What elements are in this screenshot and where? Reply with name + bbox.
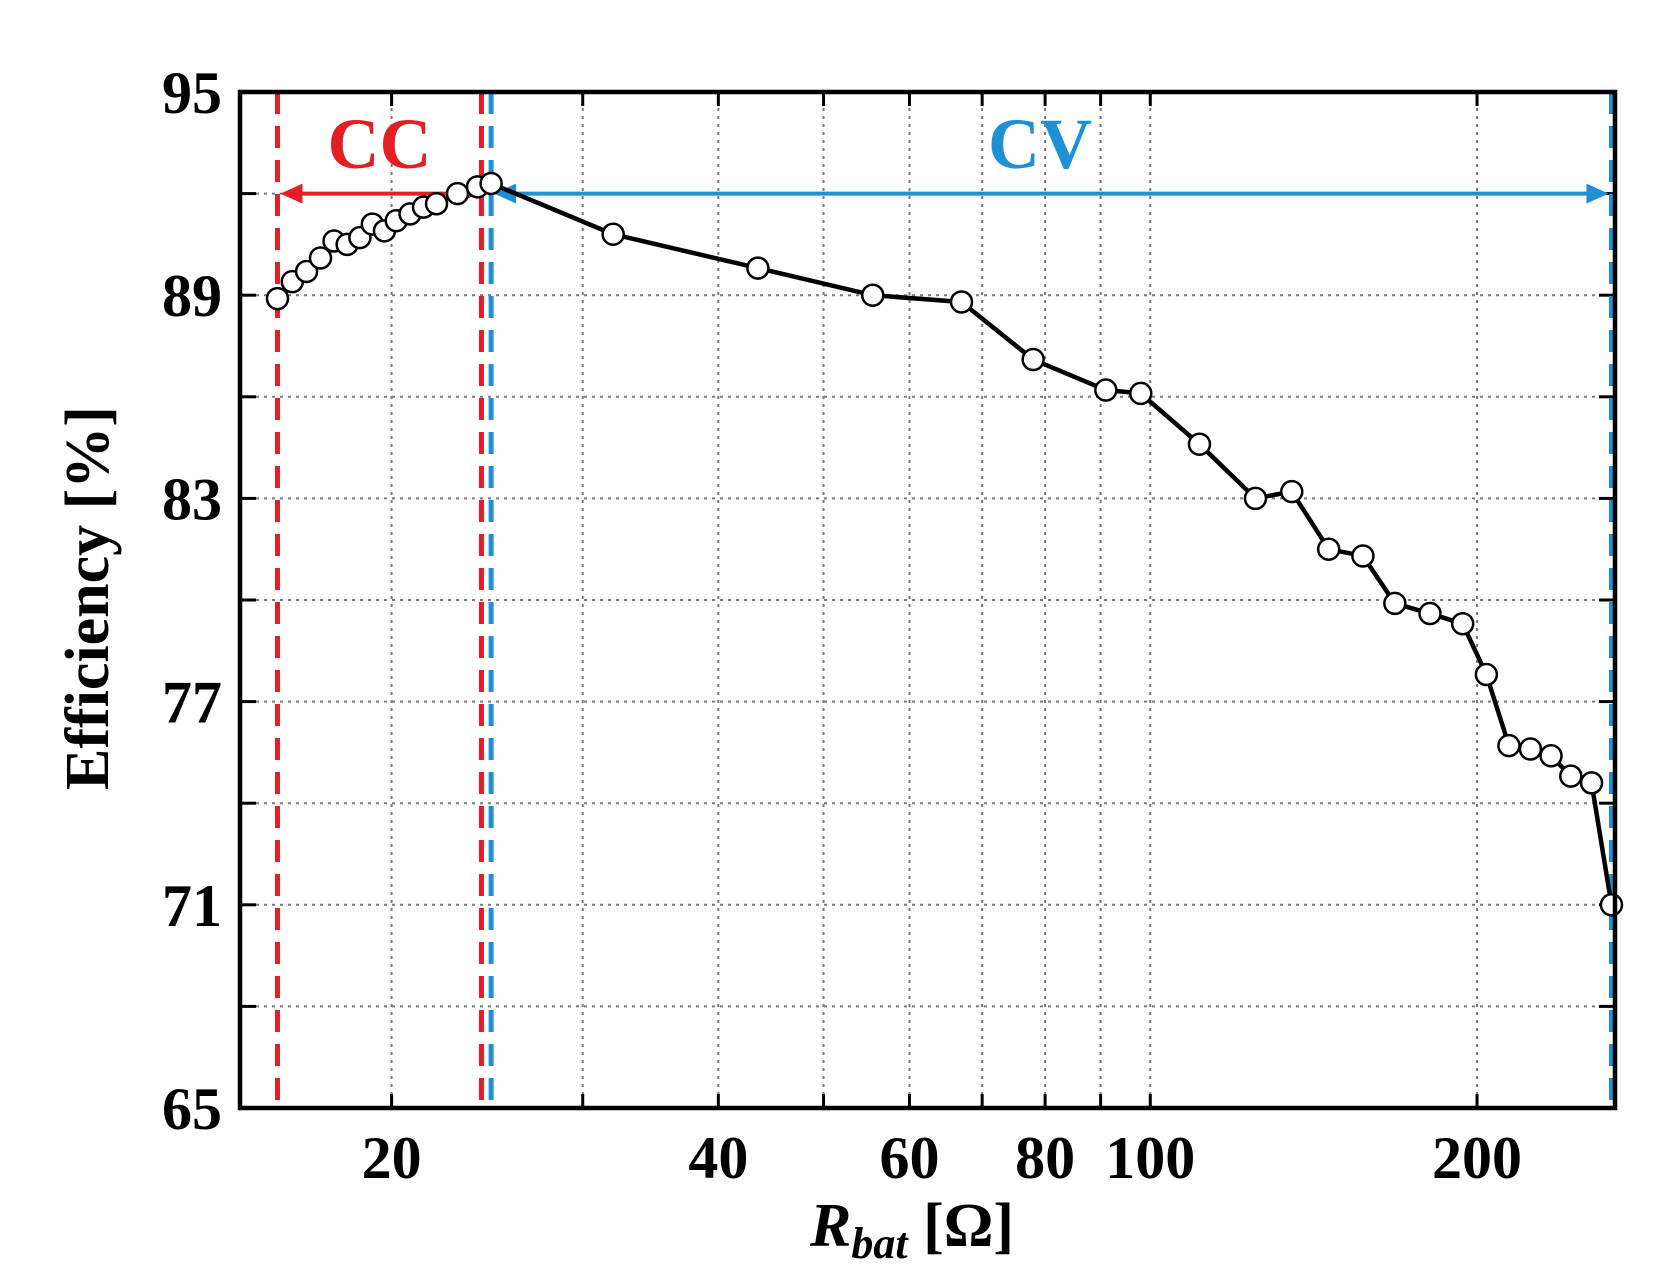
x-tick-label: 20 [362,1125,422,1191]
cv-data-point [1351,544,1375,568]
cv-range-arrow-head-right [1586,183,1609,204]
cv-data-point [601,222,625,246]
y-tick-label: 83 [162,466,222,532]
x-tick-label: 200 [1432,1125,1522,1191]
cv-data-point [1187,432,1212,456]
cv-region-label: CV [988,104,1092,184]
x-axis-title-sub: bat [851,1219,909,1268]
cc-data-point [308,246,333,270]
cv-data-point [479,171,503,196]
cv-data-point [1559,764,1583,788]
x-tick-label: 60 [879,1125,939,1191]
x-axis-title-main: R [809,1192,851,1260]
cc-data-point [265,286,290,311]
x-axis-title: Rbat [Ω] [809,1192,1014,1268]
plot-frame [237,89,1618,1111]
y-axis-title: Efficiency [%] [54,406,122,790]
cv-data-point [1316,537,1341,561]
cv-data-point [746,256,770,280]
x-tick-label: 100 [1105,1125,1195,1191]
cv-data-point [1579,771,1604,795]
cv-data-point [1021,347,1045,372]
cc-region-label: CC [327,104,431,184]
cc-range-arrow-head-left [280,183,303,204]
cv-data-point [1418,601,1442,626]
y-tick-label: 89 [162,263,222,329]
x-tick-label: 80 [1015,1125,1075,1191]
cc-data-point [294,259,319,284]
x-tick-label: 40 [688,1125,748,1191]
cc-data-point [445,181,470,206]
cv-data-point [1129,381,1153,406]
cv-data-point [1518,737,1543,761]
cv-range-arrow-head-left [494,183,517,204]
y-tick-label: 95 [162,60,222,126]
y-tick-label: 65 [162,1076,222,1142]
cv-data-point [860,283,885,307]
cv-data-point [1280,479,1304,504]
cv-data-point [1497,733,1521,758]
cv-data-point [949,290,974,314]
cv-data-point [1094,378,1118,402]
x-axis-title-unit: [Ω] [908,1192,1014,1260]
y-tick-label: 71 [162,873,222,939]
cv-data-point [1450,611,1475,636]
cv-data-point [1243,486,1268,511]
cv-data-point [1383,591,1407,616]
cv-data-point [1539,744,1563,768]
y-tick-label: 77 [162,670,222,736]
cc-data-point [424,192,449,216]
cv-data-point [1474,662,1499,687]
cv-data-point [1599,893,1624,917]
